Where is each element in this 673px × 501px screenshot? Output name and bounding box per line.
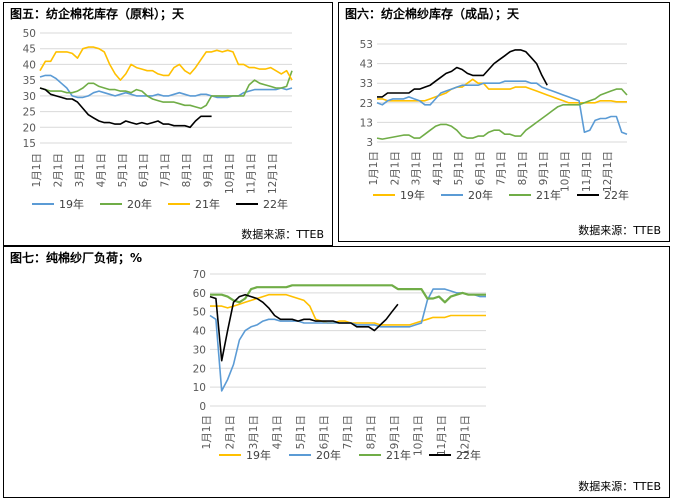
legend-label: 20年	[127, 197, 152, 211]
x-tick-label: 9月1日	[538, 151, 550, 185]
yarn-inventory-chart: 3 13 23 33 43 53 1月1日 2月1日 3月1日 4月1日 5月1日 6月1日 7月1日 8…	[360, 39, 629, 202]
legend-label: 20年	[468, 188, 493, 202]
y-tick-label: 0	[199, 401, 206, 413]
x-tick-label: 6月1日	[474, 151, 486, 185]
x-tick-label: 10月1日	[559, 151, 571, 192]
x-tick-label: 10月1日	[412, 415, 424, 456]
panel-raw-cotton-inventory: 图五：纺企棉花库存（原料）；天 15 20 25 30 35 40 45 50 1月1日 2月1日…	[3, 2, 333, 246]
legend-label: 21年	[195, 197, 220, 211]
x-tick-label: 12月1日	[267, 153, 279, 194]
y-tick-label: 15	[23, 138, 36, 150]
legend-label: 21年	[536, 188, 561, 202]
x-tick-label: 12月1日	[602, 151, 614, 192]
x-tick-label: 9月1日	[203, 153, 215, 187]
x-tick-label: 1月1日	[31, 153, 43, 187]
y-tick-label: 30	[23, 91, 36, 103]
series-line	[376, 88, 628, 140]
legend-label: 20年	[316, 448, 341, 462]
x-tick-label: 2月1日	[224, 415, 236, 449]
y-tick-label: 50	[23, 28, 36, 40]
y-tick-label: 40	[23, 59, 36, 71]
x-tick-label: 5月1日	[117, 153, 129, 187]
y-tick-label: 20	[23, 122, 36, 134]
x-tick-label: 3月1日	[411, 151, 423, 185]
series-line	[39, 74, 293, 99]
x-tick-label: 2月1日	[52, 153, 64, 187]
panel-mill-load: 图七：纯棉纱厂负荷；% 0 10 20 30 40 50 60 70 1月1日 2月1日 3月1日 4…	[3, 246, 670, 498]
x-tick-label: 4月1日	[95, 153, 107, 187]
series-line	[209, 293, 399, 362]
series-line	[377, 49, 548, 98]
y-tick-label: 43	[360, 59, 373, 71]
x-tick-label: 9月1日	[389, 415, 401, 449]
x-tick-label: 1月1日	[368, 151, 380, 185]
x-tick-label: 8月1日	[365, 415, 377, 449]
x-tick-label: 1月1日	[201, 415, 213, 449]
x-tick-label: 8月1日	[181, 153, 193, 187]
legend-label: 19年	[400, 188, 425, 202]
y-tick-label: 13	[360, 117, 373, 129]
x-tick-label: 2月1日	[389, 151, 401, 185]
series-line	[39, 46, 293, 81]
x-tick-label: 7月1日	[496, 151, 508, 185]
legend-label: 22年	[604, 188, 629, 202]
x-tick-label: 5月1日	[453, 151, 465, 185]
series-line	[210, 293, 486, 326]
y-tick-label: 23	[360, 98, 373, 110]
y-tick-label: 30	[193, 344, 206, 356]
x-tick-label: 6月1日	[318, 415, 330, 449]
legend-label: 22年	[263, 197, 288, 211]
y-tick-label: 35	[23, 75, 36, 87]
mill-load-chart: 0 10 20 30 40 50 60 70 1月1日 2月1日 3月1日 4月1日 5月1日 6月1日 7…	[193, 269, 486, 462]
x-tick-label: 3月1日	[248, 415, 260, 449]
x-tick-label: 10月1日	[224, 153, 236, 194]
data-source: 数据来源：TTEB	[578, 224, 661, 237]
series-line	[210, 284, 486, 304]
y-tick-label: 20	[193, 363, 206, 375]
x-tick-label: 5月1日	[295, 415, 307, 449]
panel-yarn-inventory: 图六：纺企棉纱库存（成品）；天 3 13 23 33 43 53 1月1日 2月1日 3月1日 4…	[338, 2, 670, 242]
y-tick-label: 53	[360, 39, 373, 51]
x-tick-label: 7月1日	[342, 415, 354, 449]
y-tick-label: 40	[193, 326, 206, 338]
y-tick-label: 25	[23, 107, 36, 119]
x-tick-label: 11月1日	[436, 415, 448, 456]
x-tick-label: 11月1日	[245, 153, 257, 194]
y-tick-label: 33	[360, 78, 373, 90]
series-line	[209, 288, 486, 392]
x-tick-label: 4月1日	[271, 415, 283, 449]
series-line	[39, 70, 293, 110]
chart-title: 图六：纺企棉纱库存（成品）；天	[345, 7, 520, 21]
x-tick-label: 11月1日	[581, 151, 593, 192]
series-line	[376, 80, 628, 135]
x-tick-label: 6月1日	[138, 153, 150, 187]
y-tick-label: 10	[193, 382, 206, 394]
y-tick-label: 3	[366, 137, 373, 149]
data-source: 数据来源：TTEB	[578, 480, 661, 493]
x-tick-label: 12月1日	[459, 415, 471, 456]
x-tick-label: 8月1日	[517, 151, 529, 185]
legend-label: 19年	[246, 448, 271, 462]
chart-title: 图七：纯棉纱厂负荷；%	[10, 251, 143, 265]
y-tick-label: 45	[23, 44, 36, 56]
chart-title: 图五：纺企棉花库存（原料）；天	[10, 7, 185, 21]
y-tick-label: 70	[193, 269, 206, 281]
legend-label: 21年	[386, 448, 411, 462]
y-tick-label: 50	[193, 307, 206, 319]
x-tick-label: 4月1日	[432, 151, 444, 185]
legend-label: 19年	[59, 197, 84, 211]
data-source: 数据来源：TTEB	[241, 228, 324, 241]
x-tick-label: 7月1日	[160, 153, 172, 187]
y-tick-label: 60	[193, 288, 206, 300]
legend-label: 22年	[456, 448, 481, 462]
raw-cotton-inventory-chart: 15 20 25 30 35 40 45 50 1月1日 2月1日 3月1日 4月1日 5月1日 6月1日…	[23, 28, 293, 211]
series-line	[39, 87, 212, 129]
x-tick-label: 3月1日	[74, 153, 86, 187]
